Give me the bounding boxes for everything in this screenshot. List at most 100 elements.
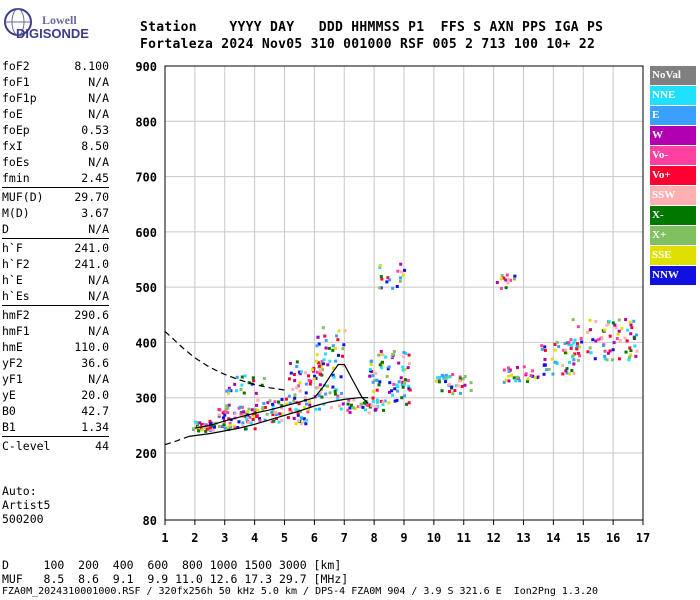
echo-point: [594, 320, 598, 324]
echo-point: [612, 341, 616, 345]
echo-point: [396, 389, 400, 393]
echo-point: [331, 385, 335, 389]
echo-point: [632, 335, 636, 339]
echo-point: [398, 279, 402, 283]
echo-point: [391, 286, 395, 290]
echo-point: [315, 353, 319, 357]
echo-point: [378, 266, 382, 270]
echo-point: [515, 375, 519, 379]
echo-point: [288, 410, 292, 414]
echo-point: [314, 376, 318, 380]
profile-dashed-line: [164, 330, 285, 391]
echo-point: [456, 384, 460, 388]
echo-point: [305, 418, 309, 422]
echo-point: [510, 373, 514, 377]
echo-point: [316, 386, 320, 390]
echo-point: [226, 391, 230, 395]
echo-point: [308, 403, 312, 407]
legend-item: Vo+: [650, 166, 696, 185]
echo-point: [208, 419, 212, 423]
echo-point: [328, 359, 332, 363]
echo-point: [241, 421, 245, 425]
echo-point: [564, 369, 568, 373]
echo-point: [362, 401, 366, 405]
echo-point: [458, 379, 462, 383]
echo-point: [317, 393, 321, 397]
param-row: hmF2 290.6: [2, 307, 109, 323]
param-name: foF1: [2, 75, 30, 89]
echo-point: [233, 412, 237, 416]
echo-point: [610, 358, 614, 362]
echo-point: [506, 281, 510, 285]
echo-point: [197, 429, 201, 433]
echo-point: [545, 368, 549, 372]
echo-point: [500, 274, 504, 278]
echo-point: [396, 269, 400, 273]
param-name: h`E: [2, 273, 23, 287]
echo-point: [625, 339, 629, 343]
echo-point: [542, 372, 546, 376]
param-row: hmE 110.0: [2, 339, 109, 355]
param-separator: [2, 436, 109, 437]
echo-point: [365, 403, 369, 407]
echo-point: [352, 406, 356, 410]
muf-row: MUF 8.5 8.6 9.1 9.9 11.0 12.6 17.3 29.7 …: [2, 572, 349, 586]
echo-point: [576, 325, 580, 329]
echo-point: [404, 352, 408, 356]
scaled-trace: [194, 363, 369, 429]
echo-point: [577, 351, 581, 355]
echo-point: [212, 425, 216, 429]
param-row: yF2 36.6: [2, 355, 109, 371]
echo-point: [550, 357, 554, 361]
echo-point: [571, 354, 575, 358]
echo-point: [317, 364, 321, 368]
echo-point: [441, 374, 445, 378]
echo-point: [341, 354, 345, 358]
legend-item: W: [650, 126, 696, 145]
echo-point: [378, 286, 382, 290]
echo-point: [614, 326, 618, 330]
y-tick-label: 700: [135, 171, 157, 185]
echo-point: [247, 407, 251, 411]
echo-point: [254, 408, 258, 412]
x-tick-label: 16: [606, 531, 620, 545]
echo-point: [608, 334, 612, 338]
echo-point: [569, 346, 573, 350]
echo-point: [287, 377, 291, 381]
echo-point: [218, 408, 222, 412]
echo-point: [316, 335, 320, 339]
echo-point: [399, 376, 403, 380]
echo-point: [203, 425, 207, 429]
echo-point: [378, 263, 382, 267]
param-name: MUF(D): [2, 190, 44, 204]
echo-point: [334, 388, 338, 392]
param-name: C-level: [2, 439, 51, 453]
echo-point: [358, 405, 362, 409]
echo-point: [287, 394, 291, 398]
echo-point: [313, 374, 317, 378]
echo-point: [401, 368, 405, 372]
echo-point: [241, 424, 245, 428]
echo-point: [337, 353, 341, 357]
echo-point: [268, 399, 272, 403]
echo-point: [495, 281, 499, 285]
echo-point: [374, 405, 378, 409]
echo-point: [499, 286, 503, 290]
x-tick-label: 9: [400, 531, 407, 545]
echo-point: [318, 383, 322, 387]
echo-point: [529, 374, 533, 378]
echo-point: [576, 358, 580, 362]
echo-point: [380, 366, 384, 370]
echo-point: [444, 380, 448, 384]
echo-point: [371, 389, 375, 393]
echo-point: [458, 375, 462, 379]
echo-point: [318, 391, 322, 395]
param-value: N/A: [88, 324, 109, 338]
echo-point: [379, 275, 383, 279]
param-name: foEs: [2, 155, 30, 169]
echo-point: [367, 411, 371, 415]
echo-point: [628, 346, 632, 350]
echo-point: [506, 277, 510, 281]
echo-point: [635, 349, 639, 353]
echo-point: [329, 406, 333, 410]
